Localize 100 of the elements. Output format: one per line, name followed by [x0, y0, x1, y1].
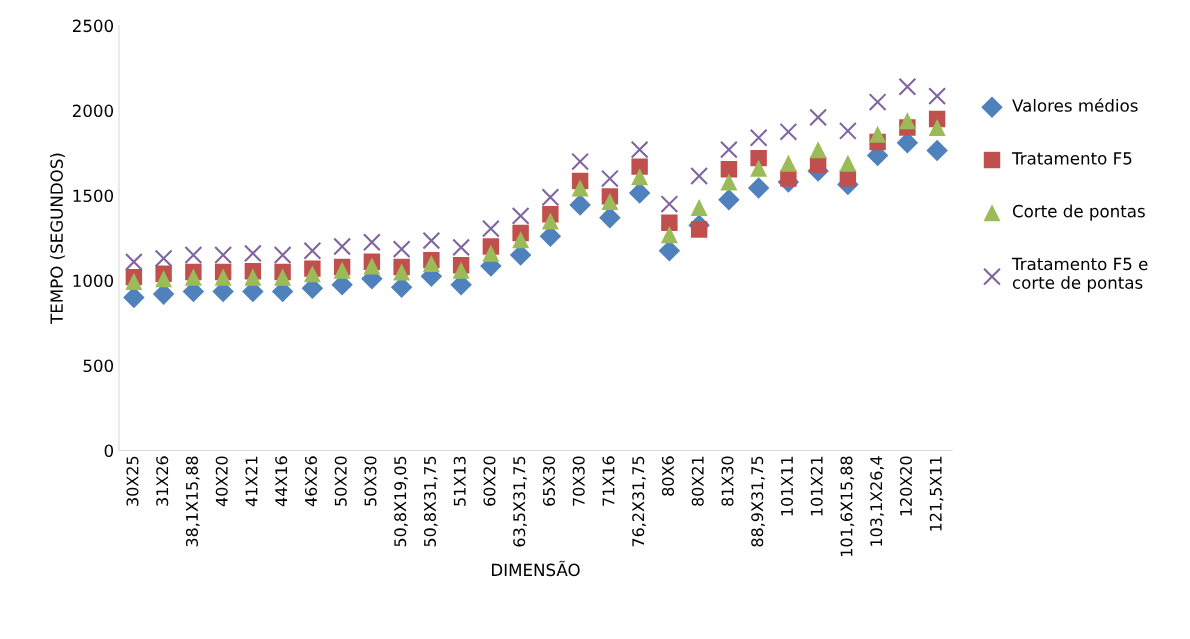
point — [214, 246, 233, 264]
y-tick-label: 1500 — [73, 189, 114, 203]
x-tick-label: 40X20 — [215, 456, 228, 507]
x-tick-label: 63,5X31,75 — [513, 456, 527, 547]
point — [601, 192, 619, 210]
point — [750, 159, 768, 177]
legend-label: Tratamento F5 e corte de pontas — [1011, 257, 1148, 293]
point — [749, 128, 768, 147]
point — [720, 173, 738, 191]
point — [838, 121, 857, 140]
point — [868, 93, 887, 112]
point — [631, 158, 648, 175]
x-axis-title: DIMENSÃO — [492, 560, 580, 577]
y-tick-label: 2000 — [72, 104, 114, 118]
point — [718, 189, 740, 211]
x-tick-label: 31X26 — [156, 456, 169, 506]
legend-label: Tratamento F5 — [1011, 152, 1132, 165]
point — [243, 244, 262, 263]
x-tick-label: 101X11 — [780, 456, 794, 516]
x-tick-label: 50,8X19,05 — [394, 456, 408, 547]
point — [809, 141, 827, 159]
point — [628, 182, 651, 204]
x-tick-label: 121,5X11 — [929, 456, 944, 531]
y-tick-label: 2500 — [72, 19, 114, 33]
point — [898, 77, 917, 96]
point — [482, 244, 500, 262]
point — [393, 263, 411, 281]
x-tick-label: 50X20 — [334, 456, 347, 506]
point — [569, 194, 591, 216]
point — [720, 160, 738, 178]
point — [809, 108, 828, 127]
point — [839, 154, 857, 172]
point — [926, 139, 948, 162]
x-tick-label: 50,8X31,75 — [423, 456, 438, 547]
x-tick-label: 44X16 — [275, 456, 288, 507]
point — [422, 231, 441, 250]
x-tick-label: 41X21 — [245, 456, 258, 507]
x-tick-label: 76,2X31,75 — [632, 456, 646, 547]
point — [690, 221, 708, 238]
point — [779, 154, 797, 172]
x-tick-label: 71X16 — [602, 456, 615, 506]
y-tick-label: 0 — [104, 444, 114, 458]
point — [362, 233, 381, 252]
point — [747, 177, 770, 199]
x-tick-label: 38,1X15,88 — [185, 456, 200, 547]
x-tick-label: 70X30 — [572, 456, 585, 506]
point — [452, 261, 470, 279]
point — [541, 212, 559, 230]
point — [184, 268, 202, 286]
point — [690, 167, 709, 185]
point — [658, 240, 681, 262]
y-tick-label: 500 — [83, 359, 114, 373]
point — [928, 87, 947, 106]
point — [660, 226, 678, 244]
point — [690, 198, 708, 216]
x-tick-label: 50X30 — [364, 456, 377, 506]
point — [750, 149, 767, 167]
x-tick-label: 81X30 — [721, 456, 734, 506]
x-tick-label: 101,6X15,88 — [840, 456, 855, 556]
x-tick-label: 80X21 — [691, 456, 704, 506]
y-tick-label: 1000 — [73, 274, 114, 288]
point — [452, 238, 471, 257]
point — [512, 231, 530, 249]
point — [244, 268, 262, 286]
point — [898, 112, 916, 130]
point — [274, 268, 292, 286]
point — [541, 188, 560, 207]
point — [660, 195, 679, 213]
point — [154, 249, 173, 268]
point — [392, 240, 411, 259]
x-tick-label: 101X21 — [810, 456, 823, 516]
x-tick-label: 51X13 — [453, 456, 466, 506]
point — [422, 255, 440, 273]
point — [661, 214, 678, 231]
point — [928, 119, 946, 137]
point — [481, 219, 500, 238]
x-tick-label: 65X30 — [542, 456, 556, 506]
point — [600, 169, 619, 188]
legend-label: Corte de pontas — [1012, 204, 1145, 221]
point — [630, 140, 649, 159]
point — [184, 246, 203, 264]
point — [333, 237, 352, 256]
point — [124, 252, 143, 271]
point — [303, 265, 321, 283]
point — [631, 168, 649, 186]
x-tick-label: 103,1X26,4 — [870, 456, 884, 546]
point — [214, 268, 232, 286]
x-tick-label: 30X25 — [126, 456, 139, 506]
point — [155, 270, 173, 288]
point — [779, 122, 798, 141]
point — [303, 241, 322, 260]
point — [511, 206, 530, 225]
x-tick-label: 88,9X31,75 — [751, 456, 765, 547]
point — [273, 246, 292, 264]
y-axis-title: TEMPO (SEGUNDOS) — [50, 153, 65, 324]
point — [719, 140, 738, 159]
point — [125, 272, 143, 290]
point — [571, 152, 590, 171]
point — [571, 179, 589, 197]
x-tick-label: 80X6 — [661, 456, 675, 496]
